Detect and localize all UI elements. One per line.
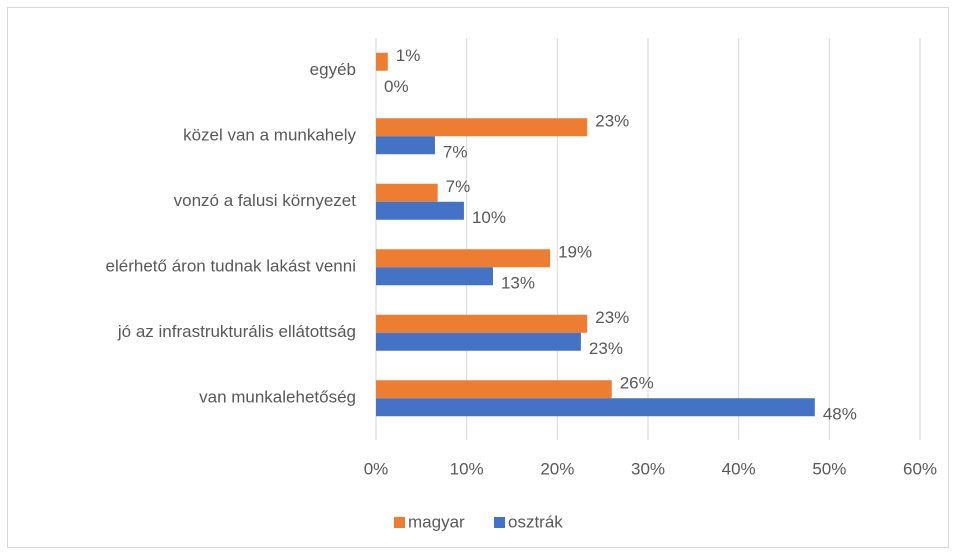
bar (376, 332, 581, 351)
legend-swatch (494, 517, 505, 528)
bar (376, 201, 464, 220)
bar (376, 249, 551, 268)
legend-swatch (394, 517, 405, 528)
x-tick-label: 50% (812, 459, 846, 478)
data-label: 7% (443, 143, 468, 162)
bar (376, 314, 588, 333)
data-label: 19% (558, 243, 592, 262)
data-label: 48% (823, 405, 857, 424)
data-label: 23% (595, 308, 629, 327)
x-tick-label: 10% (450, 459, 484, 478)
data-label: 13% (501, 274, 535, 293)
legend-label: magyar (408, 512, 465, 531)
y-tick-label: van munkalehetőség (199, 388, 356, 407)
data-label: 0% (384, 77, 409, 96)
data-label: 1% (396, 46, 421, 65)
y-tick-label: jó az infrastrukturális ellátottság (117, 322, 356, 341)
bar (376, 183, 438, 202)
x-tick-label: 20% (540, 459, 574, 478)
y-tick-label: elérhető áron tudnak lakást venni (106, 257, 356, 276)
data-label: 26% (620, 374, 654, 393)
bar (376, 380, 612, 399)
data-label: 7% (446, 177, 471, 196)
data-label: 23% (589, 339, 623, 358)
y-tick-label: egyéb (310, 60, 356, 79)
bar (376, 398, 815, 417)
data-label: 10% (472, 208, 506, 227)
y-tick-label: közel van a munkahely (183, 126, 356, 145)
data-label: 23% (595, 112, 629, 131)
x-tick-label: 60% (903, 459, 937, 478)
legend-label: osztrák (508, 512, 563, 531)
bar (376, 118, 588, 137)
bar (376, 52, 388, 71)
y-tick-label: vonzó a falusi környezet (174, 191, 357, 210)
x-tick-label: 0% (364, 459, 389, 478)
x-tick-label: 30% (631, 459, 665, 478)
bar (376, 136, 435, 155)
x-tick-label: 40% (722, 459, 756, 478)
bar (376, 267, 493, 286)
